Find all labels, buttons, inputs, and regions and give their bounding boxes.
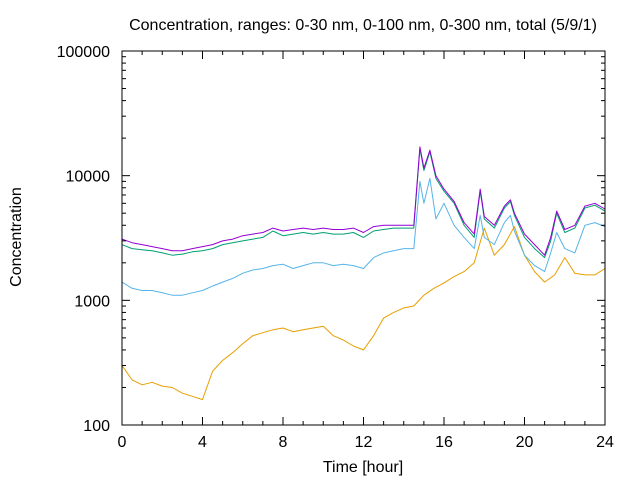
plot-frame: [121, 50, 606, 426]
x-tick-label: 16: [435, 434, 453, 451]
x-tick-label: 24: [596, 434, 614, 451]
series-line-1: [121, 226, 606, 401]
x-tick-label: 12: [355, 434, 373, 451]
x-tick-label: 0: [118, 434, 127, 451]
series-line-3: [121, 148, 606, 259]
y-tick-label: 100000: [57, 44, 110, 61]
chart-title: Concentration, ranges: 0-30 nm, 0-100 nm…: [129, 17, 597, 34]
x-tick-label: 20: [516, 434, 534, 451]
x-tick-label: 8: [279, 434, 288, 451]
series-line-4: [121, 146, 606, 256]
y-axis-label: Concentration: [8, 187, 25, 287]
x-axis-label: Time [hour]: [323, 459, 403, 476]
series-line-2: [121, 177, 606, 296]
series-layer: [121, 146, 606, 401]
x-tick-label: 4: [198, 434, 207, 451]
y-tick-label: 10000: [66, 169, 111, 186]
ticks-layer: 0 4 8 12 16 20 24 100 1000 10000 100000: [57, 44, 614, 451]
y-tick-label: 100: [83, 418, 110, 435]
y-tick-label: 1000: [74, 293, 110, 310]
